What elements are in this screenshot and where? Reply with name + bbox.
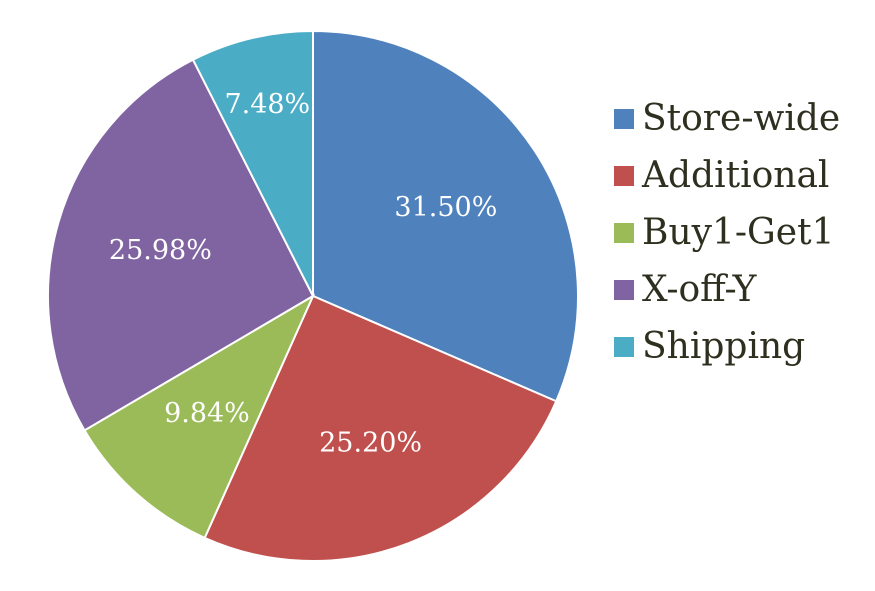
pie-slice-x-off-y <box>47 58 315 432</box>
data-label-x-off-y: 25.98% <box>109 235 212 266</box>
pie-slice-store-wide <box>312 29 579 403</box>
data-label-store-wide: 31.50% <box>394 192 497 223</box>
legend-item-buy1-get1: Buy1-Get1 <box>614 204 840 261</box>
data-label-buy1-get1: 9.84% <box>164 398 250 429</box>
legend-item-store-wide: Store-wide <box>614 90 840 147</box>
pie-slice-additional <box>203 294 558 562</box>
pie-slice-buy1-get1 <box>83 293 316 540</box>
legend-label: X-off-Y <box>642 269 757 310</box>
legend-swatch <box>614 108 634 129</box>
legend: Store-wide Additional Buy1-Get1 X-off-Y … <box>614 90 840 375</box>
legend-swatch <box>614 336 634 357</box>
legend-label: Buy1-Get1 <box>642 212 835 253</box>
pie-slice-shipping <box>191 29 314 297</box>
legend-swatch <box>614 222 634 243</box>
legend-label: Store-wide <box>642 98 841 139</box>
data-label-shipping: 7.48% <box>224 89 310 120</box>
legend-item-additional: Additional <box>614 147 840 204</box>
legend-label: Additional <box>642 155 830 196</box>
legend-item-shipping: Shipping <box>614 318 840 375</box>
legend-swatch <box>614 279 634 300</box>
legend-item-x-off-y: X-off-Y <box>614 261 840 318</box>
legend-label: Shipping <box>642 326 806 367</box>
data-label-additional: 25.20% <box>319 428 422 459</box>
legend-swatch <box>614 165 634 186</box>
